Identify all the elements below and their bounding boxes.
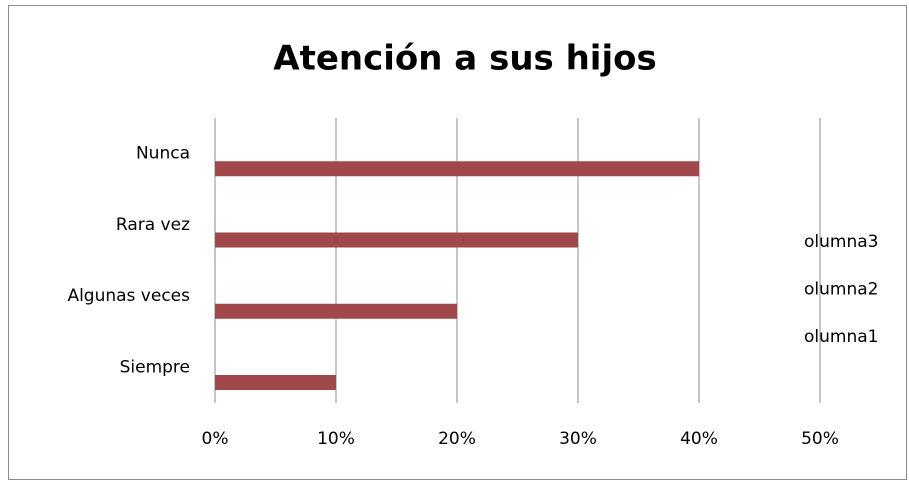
y-tick-label: Algunas veces (67, 286, 190, 306)
x-tick-label: 0% (202, 429, 229, 449)
legend-label: olumna3 (804, 232, 878, 252)
y-tick-label: Nunca (136, 144, 190, 164)
x-tick-label: 50% (801, 429, 839, 449)
bar (215, 232, 578, 248)
x-tick-label: 40% (680, 429, 718, 449)
bar (215, 303, 457, 319)
bar (215, 375, 336, 390)
x-tick-label: 30% (559, 429, 597, 449)
x-tick-label: 20% (438, 429, 476, 449)
bar (215, 161, 699, 177)
chart-title: Atención a sus hijos (273, 39, 656, 79)
y-tick-label: Rara vez (116, 215, 190, 235)
legend-label: olumna2 (804, 280, 878, 300)
x-tick-label: 10% (317, 429, 355, 449)
y-tick-label: Siempre (120, 357, 190, 377)
legend-label: olumna1 (804, 327, 878, 347)
